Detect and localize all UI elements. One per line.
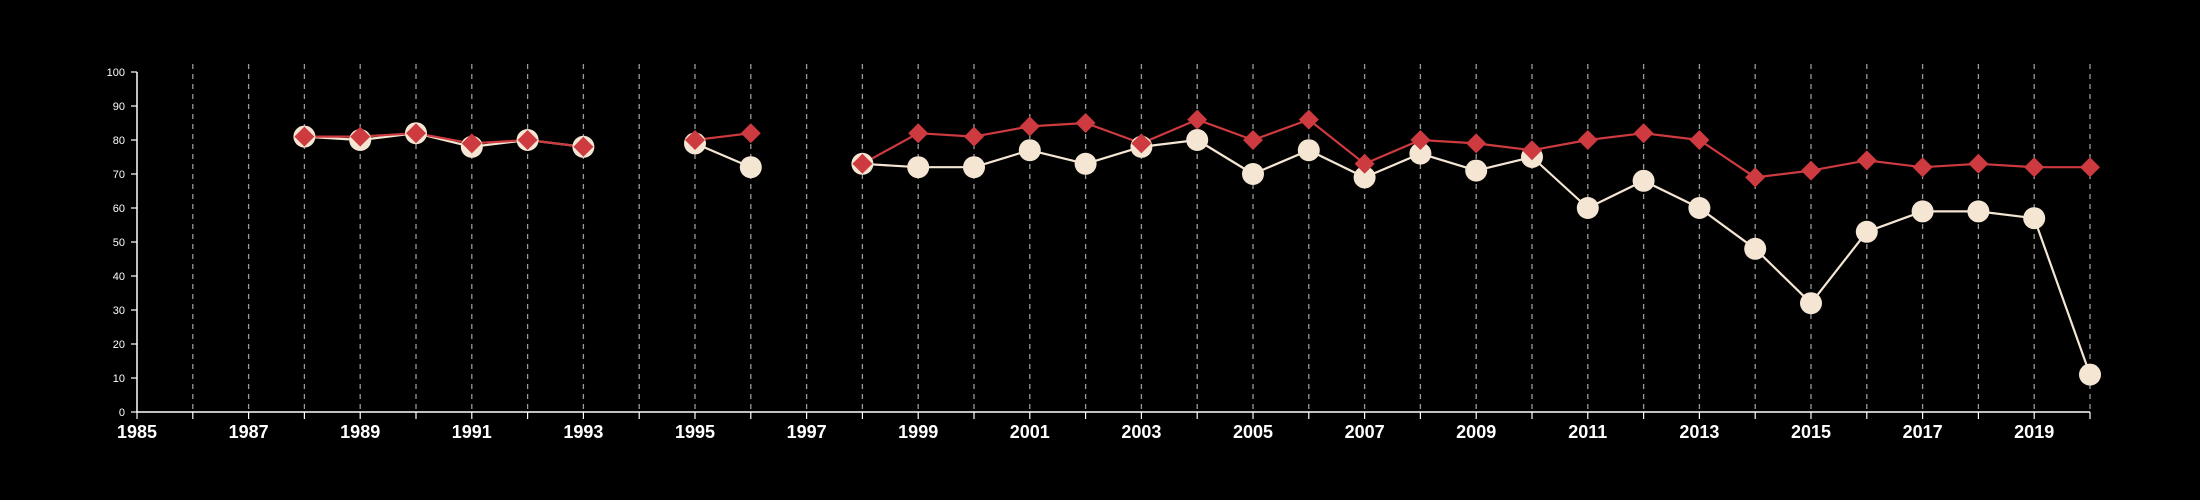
data-point-circle: [1409, 142, 1432, 165]
data-point-circle: [739, 156, 762, 179]
data-point-diamond: [1243, 130, 1263, 150]
y-tick-label: 100: [107, 67, 125, 79]
x-tick-label: 2019: [2014, 422, 2054, 442]
x-tick-label: 1999: [898, 422, 938, 442]
x-tick-label: 1991: [452, 422, 492, 442]
data-point-diamond: [573, 136, 594, 157]
x-tick-label: 1995: [675, 422, 715, 442]
y-tick-label: 60: [113, 203, 125, 215]
data-point-diamond: [1187, 109, 1208, 130]
x-axis-tick-labels: 1985 1987 1989 1991 1993 1995 1997 1999 2001 2003…: [117, 422, 2054, 442]
data-point-diamond: [2080, 157, 2100, 178]
data-point-circle: [1855, 220, 1878, 243]
data-point-diamond: [1745, 167, 1766, 188]
axes: [131, 71, 2091, 419]
data-point-diamond: [350, 126, 371, 147]
data-point-diamond: [461, 133, 482, 154]
data-point-diamond: [740, 123, 761, 144]
data-point-diamond: [1410, 130, 1431, 150]
data-point-diamond: [1131, 133, 1152, 154]
series-circle-line-segment-0: [304, 132, 584, 148]
x-tick-label: 2009: [1456, 422, 1496, 442]
x-tick-label: 1987: [229, 422, 269, 442]
x-tick-label: 2001: [1010, 422, 1050, 442]
data-point-diamond: [517, 130, 538, 150]
y-tick-label: 0: [119, 407, 125, 419]
data-point-diamond: [1633, 123, 1654, 144]
x-tick-label: 2005: [1233, 422, 1273, 442]
data-point-circle: [1911, 200, 1934, 223]
data-point-circle: [1297, 139, 1320, 162]
data-point-circle: [1800, 292, 1822, 315]
data-point-circle: [1465, 159, 1488, 182]
x-tick-label: 2017: [1903, 422, 1943, 442]
data-point-circle: [1353, 166, 1376, 189]
x-tick-label: 2011: [1568, 422, 1607, 442]
data-point-circle: [1018, 139, 1041, 162]
y-tick-label: 80: [113, 135, 125, 147]
data-point-circle: [907, 156, 930, 179]
y-tick-label: 10: [113, 373, 125, 385]
y-tick-label: 20: [113, 339, 125, 351]
y-tick-label: 50: [113, 237, 125, 249]
data-point-diamond: [1019, 116, 1040, 137]
data-point-diamond: [1075, 113, 1096, 133]
data-point-diamond: [1298, 109, 1319, 130]
data-point-circle: [1242, 163, 1264, 185]
data-point-circle: [1186, 129, 1209, 151]
y-tick-label: 90: [113, 101, 125, 113]
data-point-circle: [1074, 152, 1097, 175]
data-point-diamond: [1354, 153, 1375, 174]
series-markers: [293, 109, 2101, 386]
data-point-circle: [963, 156, 985, 179]
data-point-circle: [1967, 200, 1990, 223]
data-point-circle: [1576, 197, 1599, 219]
data-point-diamond: [852, 153, 873, 174]
data-point-diamond: [964, 126, 984, 147]
data-point-diamond: [1912, 157, 1933, 178]
y-tick-label: 70: [113, 169, 125, 181]
data-point-diamond: [1522, 140, 1542, 161]
data-point-diamond: [1801, 160, 1821, 181]
data-point-circle: [1688, 197, 1711, 219]
data-point-diamond: [685, 130, 705, 150]
data-point-circle: [1632, 169, 1655, 192]
x-tick-label: 2007: [1345, 422, 1385, 442]
y-tick-label: 30: [113, 305, 125, 317]
data-point-diamond: [2024, 157, 2045, 178]
data-point-diamond: [294, 126, 315, 147]
data-point-diamond: [1689, 130, 1710, 150]
data-point-diamond: [908, 123, 929, 144]
data-point-diamond: [1968, 153, 1989, 174]
x-tick-label: 2015: [1791, 422, 1831, 442]
x-tick-label: 1989: [340, 422, 380, 442]
data-point-diamond: [1466, 133, 1487, 154]
y-axis-tick-labels: 0 10 20 30 40 50 60 70 80 90 100: [107, 67, 125, 419]
x-tick-label: 1993: [563, 422, 603, 442]
data-point-circle: [2079, 363, 2101, 386]
data-point-diamond: [1856, 150, 1877, 171]
y-tick-label: 40: [113, 271, 125, 283]
data-point-circle: [2023, 207, 2046, 230]
gridlines: [192, 64, 2091, 412]
x-tick-label: 1997: [787, 422, 827, 442]
data-point-diamond: [1577, 130, 1598, 150]
data-point-circle: [1744, 237, 1767, 260]
x-tick-label: 2003: [1121, 422, 1161, 442]
x-tick-label: 1985: [117, 422, 157, 442]
data-point-diamond: [406, 123, 426, 144]
x-tick-label: 2013: [1679, 422, 1719, 442]
